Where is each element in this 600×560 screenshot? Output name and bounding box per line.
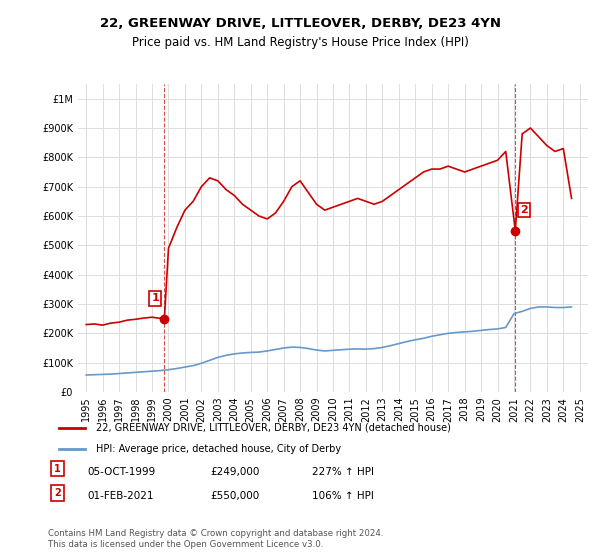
Text: Price paid vs. HM Land Registry's House Price Index (HPI): Price paid vs. HM Land Registry's House …: [131, 36, 469, 49]
Text: 2: 2: [54, 488, 61, 498]
Text: 22, GREENWAY DRIVE, LITTLEOVER, DERBY, DE23 4YN (detached house): 22, GREENWAY DRIVE, LITTLEOVER, DERBY, D…: [95, 423, 451, 433]
Text: £249,000: £249,000: [210, 466, 259, 477]
Text: 1: 1: [54, 464, 61, 474]
Text: 1: 1: [151, 293, 159, 304]
Text: HPI: Average price, detached house, City of Derby: HPI: Average price, detached house, City…: [95, 444, 341, 454]
Text: 01-FEB-2021: 01-FEB-2021: [87, 491, 154, 501]
Text: 22, GREENWAY DRIVE, LITTLEOVER, DERBY, DE23 4YN: 22, GREENWAY DRIVE, LITTLEOVER, DERBY, D…: [100, 17, 500, 30]
Text: Contains HM Land Registry data © Crown copyright and database right 2024.
This d: Contains HM Land Registry data © Crown c…: [48, 529, 383, 549]
Text: 2: 2: [520, 205, 528, 215]
Text: £550,000: £550,000: [210, 491, 259, 501]
Text: 05-OCT-1999: 05-OCT-1999: [87, 466, 155, 477]
Text: 227% ↑ HPI: 227% ↑ HPI: [312, 466, 374, 477]
Text: 106% ↑ HPI: 106% ↑ HPI: [312, 491, 374, 501]
